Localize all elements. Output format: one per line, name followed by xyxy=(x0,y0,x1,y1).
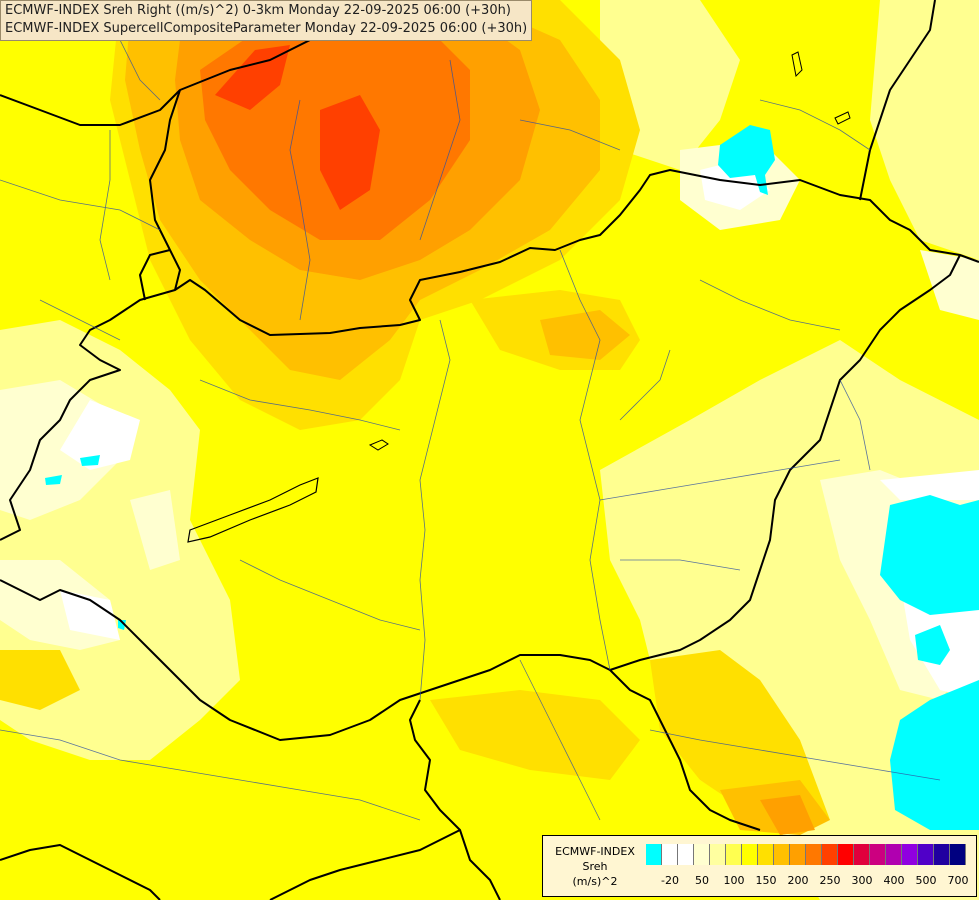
legend-swatch xyxy=(726,844,742,865)
legend-swatch xyxy=(742,844,758,865)
small-lake-outline-2 xyxy=(834,111,851,125)
header-line-1: ECMWF-INDEX Sreh Right ((m/s)^2) 0-3km M… xyxy=(5,3,511,18)
legend-swatch xyxy=(934,844,950,865)
small-lake-outline xyxy=(368,439,389,451)
legend-swatches xyxy=(646,844,966,865)
legend-tick-label: 500 xyxy=(915,874,937,887)
cyan-regions xyxy=(45,125,979,830)
legend-swatch xyxy=(854,844,870,865)
legend-tick-label: 400 xyxy=(883,874,905,887)
legend-swatch xyxy=(790,844,806,865)
color-legend: ECMWF-INDEX Sreh (m/s)^2 -20 50 100 150 200 2… xyxy=(542,835,977,897)
map-header: ECMWF-INDEX Sreh Right ((m/s)^2) 0-3km M… xyxy=(0,0,533,41)
lake-outline xyxy=(187,477,319,543)
legend-swatch xyxy=(870,844,886,865)
legend-tick-label: 150 xyxy=(755,874,777,887)
red-orange-regions xyxy=(215,45,380,210)
legend-swatch xyxy=(886,844,902,865)
legend-swatch xyxy=(806,844,822,865)
legend-swatch xyxy=(822,844,838,865)
legend-title-line-1: ECMWF-INDEX xyxy=(555,845,635,858)
legend-title-line-2: Sreh xyxy=(582,860,608,873)
legend-swatch xyxy=(678,844,694,865)
legend-swatch xyxy=(694,844,710,865)
legend-swatch xyxy=(774,844,790,865)
header-line-2: ECMWF-INDEX SupercellCompositeParameter … xyxy=(5,21,528,36)
legend-tick-label: 100 xyxy=(723,874,745,887)
legend-tick-label: 50 xyxy=(695,874,709,887)
regional-lines xyxy=(0,39,941,821)
small-lake-outline-3 xyxy=(791,51,803,78)
legend-swatch xyxy=(918,844,934,865)
legend-tick-label: 250 xyxy=(819,874,841,887)
legend-ticks: -20 50 100 150 200 250 300 400 500 700 xyxy=(646,874,976,888)
legend-swatch xyxy=(838,844,854,865)
legend-swatch xyxy=(662,844,678,865)
legend-title-line-3: (m/s)^2 xyxy=(572,875,618,888)
legend-swatch xyxy=(902,844,918,865)
legend-tick-label: 300 xyxy=(851,874,873,887)
legend-tick-label: -20 xyxy=(661,874,679,887)
legend-swatch xyxy=(710,844,726,865)
legend-tick-label: 200 xyxy=(787,874,809,887)
legend-swatch xyxy=(950,844,966,865)
legend-tick-label: 700 xyxy=(947,874,969,887)
legend-swatch xyxy=(646,844,662,865)
legend-title: ECMWF-INDEX Sreh (m/s)^2 xyxy=(547,844,643,889)
legend-swatch xyxy=(758,844,774,865)
